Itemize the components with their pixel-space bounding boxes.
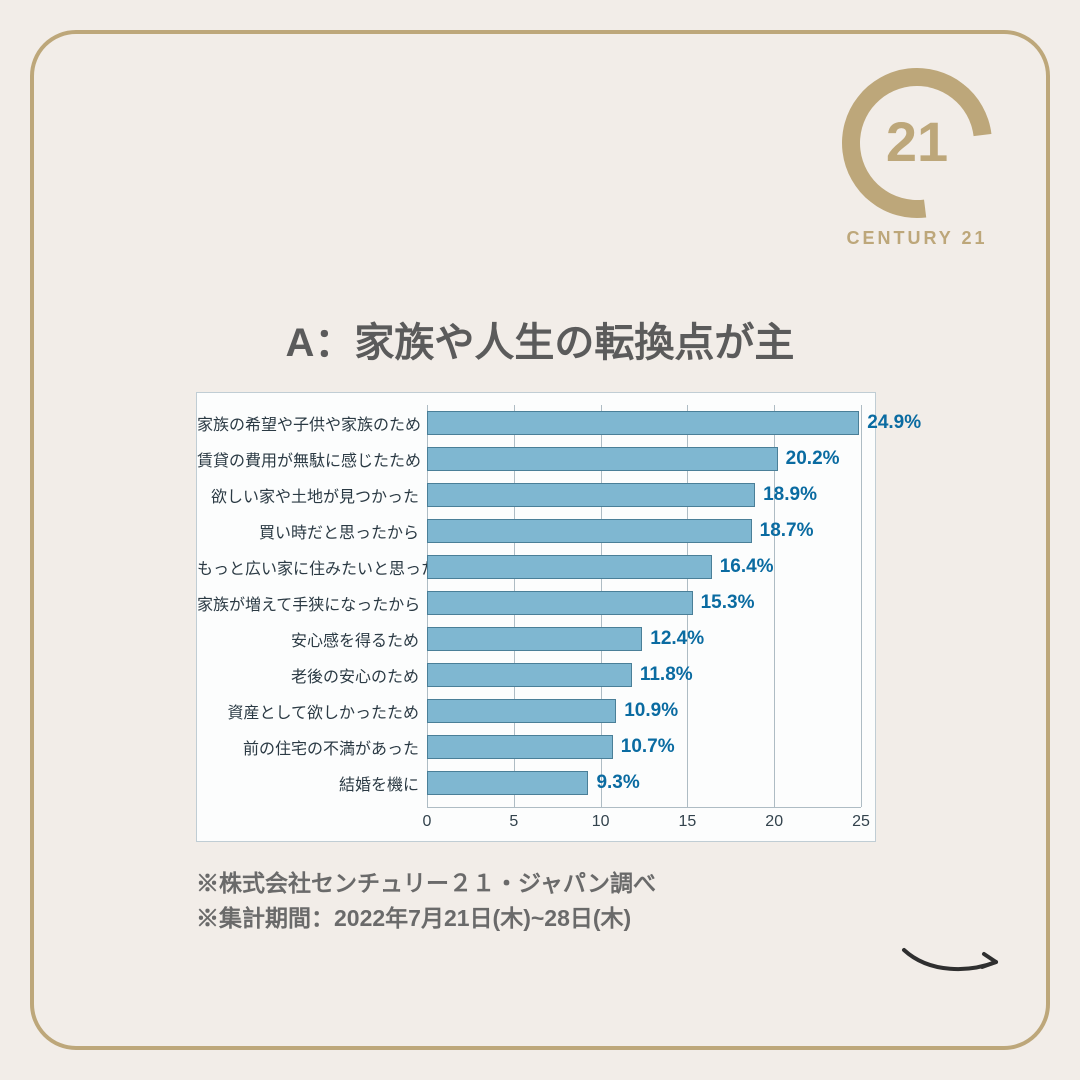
category-label: 資産として欲しかったため [197,699,427,723]
bar [427,519,752,543]
chart-plot-area: 0510152025家族の希望や子供や家族のため24.9%賃貸の費用が無駄に感じ… [197,393,875,841]
value-label: 16.4% [720,556,774,578]
bar-zone: 10.7% [427,729,859,765]
bar [427,447,778,471]
x-axis-line [427,807,861,808]
category-label: 安心感を得るため [197,627,427,651]
brand-logo: 21 CENTURY 21 [832,68,1002,249]
chart-row: 賃貸の費用が無駄に感じたため 20.2% [197,441,875,477]
logo-mark: 21 [842,68,992,218]
bar [427,555,712,579]
chart-row: 家族の希望や子供や家族のため24.9% [197,405,875,441]
logo-brand-text: CENTURY 21 [832,228,1002,249]
value-label: 10.9% [624,700,678,722]
bar [427,411,859,435]
bar [427,663,632,687]
category-label: 老後の安心のため [197,663,427,687]
value-label: 20.2% [786,448,840,470]
value-label: 10.7% [621,736,675,758]
chart-row: もっと広い家に住みたいと思ったから 16.4% [197,549,875,585]
category-label: 家族の希望や子供や家族のため [197,411,427,435]
chart-row: 安心感を得るため 12.4% [197,621,875,657]
x-tick-label: 0 [423,813,432,831]
bar-zone: 9.3% [427,765,859,801]
bar-zone: 18.9% [427,477,859,513]
chart-row: 家族が増えて手狭になったから 15.3% [197,585,875,621]
bar [427,591,693,615]
bar [427,699,616,723]
footnote-line-1: ※株式会社センチュリー２１・ジャパン調べ [196,866,656,901]
category-label: 前の住宅の不満があった [197,735,427,759]
bar [427,483,755,507]
category-label: 賃貸の費用が無駄に感じたため [197,447,427,471]
bar [427,627,642,651]
page-title: A：家族や人生の転換点が主 [0,310,1080,368]
category-label: もっと広い家に住みたいと思ったから [197,555,427,579]
page-root: 21 CENTURY 21 A：家族や人生の転換点が主 0 5 10 15 20 25 家族… [0,0,1080,1080]
bar-chart: 0510152025家族の希望や子供や家族のため24.9%賃貸の費用が無駄に感じ… [196,392,876,842]
chart-row: 老後の安心のため 11.8% [197,657,875,693]
bar [427,735,613,759]
footnote-line-2: ※集計期間：2022年7月21日(木)~28日(木) [196,901,656,936]
category-label: 買い時だと思ったから [197,519,427,543]
value-label: 15.3% [701,592,755,614]
value-label: 12.4% [650,628,704,650]
category-label: 家族が増えて手狭になったから [197,591,427,615]
bar [427,771,588,795]
category-label: 欲しい家や土地が見つかった [197,483,427,507]
value-label: 18.7% [760,520,814,542]
chart-row: 資産として欲しかったため 10.9% [197,693,875,729]
x-tick-label: 10 [592,813,610,831]
value-label: 24.9% [867,412,921,434]
value-label: 18.9% [763,484,817,506]
chart-row: 買い時だと思ったから 18.7% [197,513,875,549]
x-tick-label: 15 [678,813,696,831]
chart-row: 欲しい家や土地が見つかった 18.9% [197,477,875,513]
logo-number: 21 [886,114,948,170]
footnotes: ※株式会社センチュリー２１・ジャパン調べ ※集計期間：2022年7月21日(木)… [196,866,656,935]
category-label: 結婚を機に [197,771,427,795]
swipe-arrow-icon [900,940,1010,980]
chart-row: 結婚を機に 9.3% [197,765,875,801]
x-tick-label: 25 [852,813,870,831]
value-label: 9.3% [596,772,639,794]
x-tick-label: 20 [765,813,783,831]
bar-zone: 16.4% [427,549,859,585]
bar-zone: 20.2% [427,441,859,477]
bar-zone: 18.7% [427,513,859,549]
bar-zone: 10.9% [427,693,859,729]
value-label: 11.8% [640,664,693,686]
x-tick-label: 5 [509,813,518,831]
chart-row: 前の住宅の不満があった 10.7% [197,729,875,765]
bar-zone: 12.4% [427,621,859,657]
bar-zone: 11.8% [427,657,859,693]
bar-zone: 24.9% [427,405,859,441]
bar-zone: 15.3% [427,585,859,621]
